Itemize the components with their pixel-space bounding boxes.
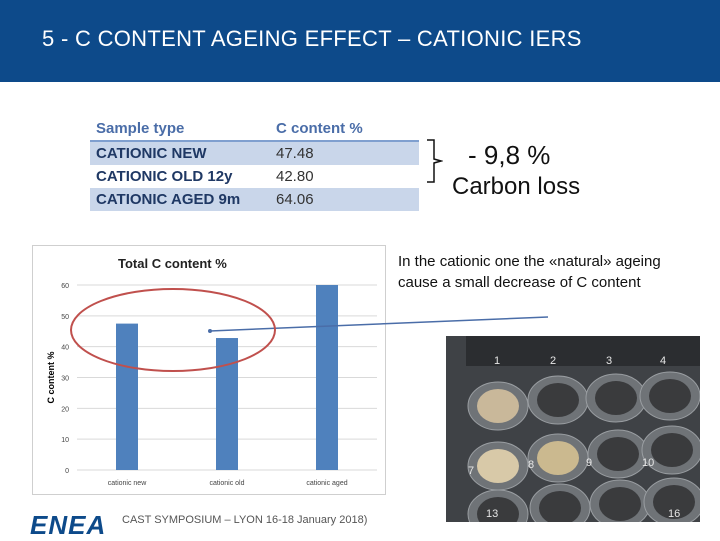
y-tick-label: 60 [61,283,69,290]
crucibles-image: 1 2 3 4 7 8 9 10 13 16 [446,336,700,522]
x-tick-label: cationic aged [306,480,347,487]
crucible-content [649,379,691,413]
crucible-content [477,389,519,423]
table-cell-value: 42.80 [270,165,419,188]
loss-label: Carbon loss [452,173,581,200]
crucible-number: 3 [606,355,612,367]
x-tick-label: cationic old [209,480,244,487]
chart-title: Total C content % [118,256,227,271]
table-row: CATIONIC AGED 9m 64.06 [90,188,419,211]
loss-percent: - 9,8 % [468,140,551,170]
crucible-number: 1 [494,355,500,367]
crucible-number: 2 [550,355,556,367]
y-tick-label: 50 [61,314,69,321]
crucible-content [539,491,581,522]
crucible-content [599,487,641,521]
y-tick-label: 20 [61,406,69,413]
table-cell-value: 64.06 [270,188,419,211]
bar [216,338,238,470]
table-cell-sample: CATIONIC OLD 12y [90,165,270,188]
y-tick-label: 10 [61,437,69,444]
crucible-number: 8 [528,459,534,471]
table-row: CATIONIC OLD 12y 42.80 [90,165,419,188]
table-cell-sample: CATIONIC NEW [90,141,270,165]
y-tick-label: 0 [65,468,69,475]
table-header-sample: Sample type [90,117,270,142]
enea-logo: ENEA [30,510,107,540]
table-header-row: Sample type C content % [90,117,419,142]
footer-text: CAST SYMPOSIUM – LYON 16-18 January 2018… [122,514,368,526]
crucible-content [537,383,579,417]
crucible-number: 10 [642,457,654,469]
table-row: CATIONIC NEW 47.48 [90,141,419,165]
crucible-content [597,437,639,471]
crucible-number: 16 [668,508,680,520]
brace-icon [427,139,443,183]
crucible-number: 7 [468,465,474,477]
bar [116,323,138,470]
crucible-content [651,433,693,467]
crucible-number: 4 [660,355,666,367]
bar-chart: 0 10 20 30 40 50 60 cationic new cationic old cat… [46,283,377,487]
crucible-content [477,497,519,522]
y-tick-label: 40 [61,345,69,352]
x-tick-label: cationic new [108,480,147,487]
crucible-number: 9 [586,457,592,469]
slide-title: 5 - C CONTENT AGEING EFFECT – CATIONIC I… [42,26,582,51]
y-tick-label: 30 [61,376,69,383]
crucible-number: 13 [486,508,498,520]
carbon-table: Sample type C content % CATIONIC NEW 47.… [90,117,419,211]
crucible-content [537,441,579,475]
header-bar: 5 - C CONTENT AGEING EFFECT – CATIONIC I… [0,0,720,82]
table-cell-sample: CATIONIC AGED 9m [90,188,270,211]
table-cell-value: 47.48 [270,141,419,165]
sample-photo: 1 2 3 4 7 8 9 10 13 16 [446,336,700,522]
crucible-content [477,449,519,483]
crucible-content [653,485,695,519]
table-header-content: C content % [270,117,419,142]
note-text: In the cationic one the «natural» ageing… [398,253,661,291]
bar [316,285,338,470]
crucible-content [595,381,637,415]
y-axis-label: C content % [46,351,56,403]
